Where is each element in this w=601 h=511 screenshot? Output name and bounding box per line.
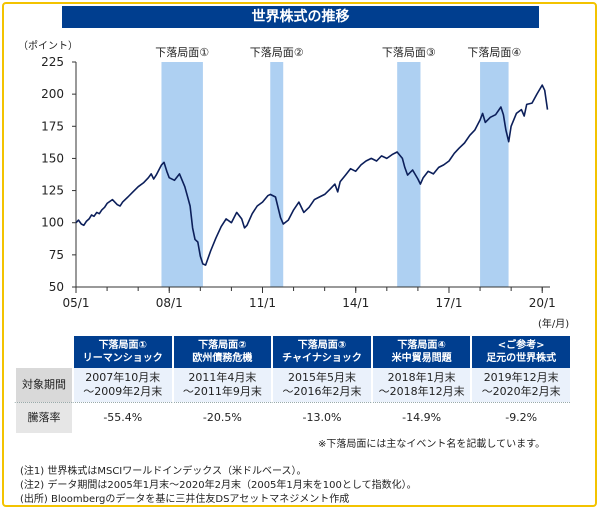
y-axis-label: （ポイント） — [18, 40, 78, 52]
y-tick-label: 175 — [41, 119, 64, 133]
table-header: <ご参考> 足元の世界株式 — [470, 336, 570, 368]
outer-frame — [2, 2, 597, 507]
table-cell: 2019年12月末 ～2020年2月末 — [470, 368, 570, 402]
y-tick-label: 125 — [41, 184, 64, 198]
page-title: 世界株式の推移 — [62, 6, 539, 28]
table-cell: 2007年10月末 ～2009年2月末 — [72, 368, 172, 402]
phase-band — [270, 62, 284, 287]
table-note: ※下落局面には主なイベント名を記載しています。 — [318, 439, 546, 450]
footnote-1: (注1) 世界株式はMSCIワールドインデックス（米ドルベース）。 — [20, 466, 307, 477]
table-row-change: 騰落率 -55.4% -20.5% -13.0% -14.9% -9.2% — [14, 402, 570, 433]
x-tick-label: 14/1 — [342, 296, 369, 310]
x-tick-label: 20/1 — [529, 296, 556, 310]
footnote-2: (注2) データ期間は2005年1月末～2020年2月末（2005年1月末を10… — [20, 480, 417, 491]
table-header: 下落局面③ チャイナショック — [271, 336, 371, 368]
axis-layer: 50 75 100 125 150 175 200 225 05/1 08/1 11/1 14/1 17… — [41, 55, 556, 310]
footnote-source: (出所) Bloombergのデータを基に三井住友DSアセットマネジメント作成 — [20, 494, 350, 505]
phase-label: 下落局面① — [155, 46, 209, 59]
table-cell: -9.2% — [470, 402, 570, 433]
y-tick-label: 100 — [41, 216, 64, 230]
table-row-period: 対象期間 2007年10月末 ～2009年2月末 2011年4月末 ～2011年9月… — [14, 368, 570, 402]
table-cell: -20.5% — [171, 402, 272, 433]
table-cell: 2015年5月末 ～2016年2月末 — [271, 368, 371, 402]
y-tick-label: 50 — [49, 280, 64, 294]
x-axis-label: (年/月) — [538, 317, 569, 330]
table-cell: 2011年4月末 ～2011年9月末 — [171, 368, 272, 402]
table-cell: -13.0% — [271, 402, 371, 433]
table-cell: -55.4% — [72, 402, 172, 433]
x-tick-label: 17/1 — [436, 296, 463, 310]
table-header: 下落局面① リーマンショック — [72, 336, 172, 368]
y-tick-label: 225 — [41, 55, 64, 69]
line-chart: 下落局面① 下落局面② 下落局面③ 下落局面④ 50 75 100 125 150 175 200… — [18, 40, 569, 330]
x-tick-label: 05/1 — [63, 296, 90, 310]
row-label-change: 騰落率 — [14, 402, 72, 433]
x-tick-label: 11/1 — [249, 296, 276, 310]
table-corner — [14, 336, 72, 368]
x-tick-label: 08/1 — [156, 296, 183, 310]
row-label-period: 対象期間 — [14, 368, 72, 402]
series-layer — [75, 84, 549, 266]
y-tick-label: 75 — [49, 248, 64, 262]
series-line — [75, 84, 549, 266]
table-cell: 2018年1月末 ～2018年12月末 — [370, 368, 471, 402]
drawdown-table: 下落局面① リーマンショック 下落局面② 欧州債務危機 下落局面③ チャイナショック … — [14, 336, 570, 433]
table-cell: -14.9% — [370, 402, 471, 433]
y-tick-label: 150 — [41, 151, 64, 165]
table-header: 下落局面④ 米中貿易問題 — [370, 336, 471, 368]
phase-label: 下落局面② — [250, 46, 304, 59]
phase-band — [480, 62, 509, 287]
phase-label: 下落局面③ — [382, 46, 436, 59]
phase-label: 下落局面④ — [467, 46, 521, 59]
table-header: 下落局面② 欧州債務危機 — [171, 336, 272, 368]
y-tick-label: 200 — [41, 87, 64, 101]
